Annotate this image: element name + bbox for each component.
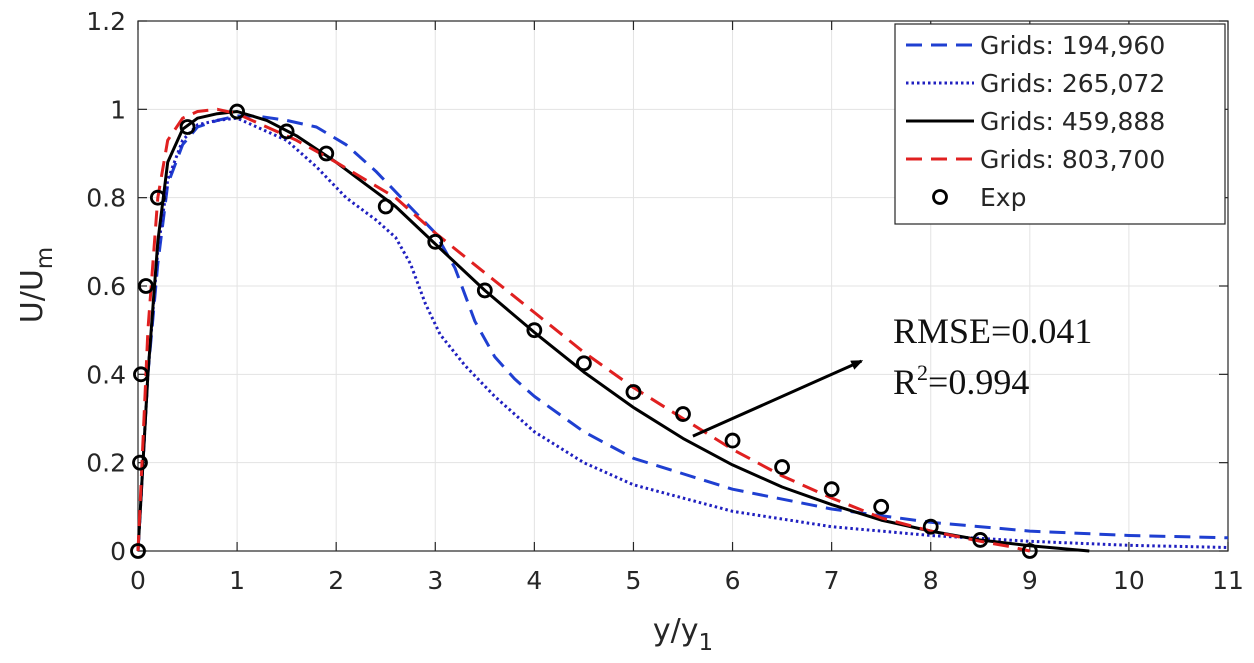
x-tick-label: 3 <box>427 566 443 595</box>
x-tick-label: 8 <box>923 566 939 595</box>
rmse-label: RMSE=0.041 <box>893 311 1092 351</box>
annotation: RMSE=0.041 R2=0.994 <box>692 311 1092 438</box>
exp-marker <box>922 518 939 535</box>
x-tick-label: 7 <box>824 566 840 595</box>
exp-marker <box>625 384 642 400</box>
exp-marker <box>972 532 989 548</box>
x-tick-label: 0 <box>130 566 146 595</box>
series-line-3 <box>136 110 1090 553</box>
x-tick-label: 11 <box>1212 566 1244 595</box>
x-tick-label: 6 <box>725 566 741 595</box>
y-tick-label: 0.2 <box>86 449 126 478</box>
series-lines <box>136 107 1229 553</box>
axes-ticks: 0 1 2 3 4 5 6 7 8 9 10 11 0 0.2 0.4 0.6 0.8 1 1.2 <box>86 7 1244 595</box>
legend-swatch-exp <box>932 189 948 205</box>
x-tick-label: 2 <box>328 566 344 595</box>
exp-marker <box>526 322 543 339</box>
series-line-1 <box>136 114 1229 552</box>
legend-label: Grids: 194,960 <box>980 31 1165 60</box>
exp-marker <box>318 145 335 162</box>
exp-marker <box>133 366 149 383</box>
r2-superscript: 2 <box>917 360 928 385</box>
y-tick-label: 0.6 <box>86 272 126 301</box>
legend-label: Grids: 265,072 <box>980 69 1165 98</box>
exp-marker <box>675 406 691 422</box>
exp-marker <box>873 498 890 515</box>
y-axis-label: U/Um <box>15 247 58 323</box>
r2-prefix: R <box>893 362 917 402</box>
exp-marker <box>278 123 295 140</box>
legend: Grids: 194,960 Grids: 265,072 Grids: 459,8… <box>894 23 1226 225</box>
exp-marker <box>130 543 146 559</box>
x-tick-label: 9 <box>1022 566 1038 595</box>
exp-markers <box>130 103 1038 559</box>
annotation-arrow <box>692 359 864 438</box>
x-tick-label: 5 <box>626 566 642 595</box>
exp-marker <box>1021 543 1038 559</box>
exp-marker <box>132 454 148 471</box>
r2-value: =0.994 <box>928 362 1029 402</box>
series-line-4 <box>136 107 1031 553</box>
exp-marker <box>229 103 245 120</box>
exp-marker <box>179 119 196 135</box>
y-tick-label: 1 <box>110 95 126 124</box>
exp-marker <box>427 233 444 250</box>
exp-marker <box>476 282 493 299</box>
x-tick-label: 1 <box>229 566 245 595</box>
legend-box <box>894 23 1226 225</box>
exp-marker <box>149 189 166 206</box>
exp-marker <box>724 432 741 449</box>
x-axis-label: y/y1 <box>653 613 713 656</box>
exp-marker <box>377 198 394 215</box>
exp-marker <box>774 459 790 475</box>
legend-label: Grids: 803,700 <box>980 145 1165 174</box>
legend-label: Exp <box>980 183 1026 212</box>
r2-label: R2=0.994 <box>893 360 1029 402</box>
series-line-2 <box>136 116 1229 552</box>
y-tick-label: 0 <box>110 537 126 566</box>
exp-marker <box>576 355 592 372</box>
x-tick-label: 10 <box>1113 566 1145 595</box>
exp-marker <box>823 481 840 498</box>
y-tick-label: 0.8 <box>86 184 126 213</box>
y-tick-label: 1.2 <box>86 7 126 36</box>
legend-label: Grids: 459,888 <box>980 107 1165 136</box>
y-tick-label: 0.4 <box>86 360 126 389</box>
x-tick-label: 4 <box>526 566 542 595</box>
exp-marker <box>138 278 154 294</box>
